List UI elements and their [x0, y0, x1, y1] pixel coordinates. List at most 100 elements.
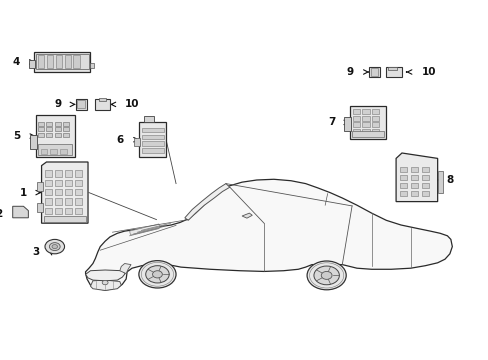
Bar — [95, 99, 110, 110]
Polygon shape — [13, 206, 28, 218]
Bar — [55, 122, 61, 126]
Bar — [421, 175, 428, 180]
Bar — [34, 52, 90, 72]
Bar — [75, 208, 81, 214]
Bar — [45, 180, 52, 186]
Bar — [38, 144, 72, 155]
Bar — [64, 55, 71, 68]
Circle shape — [152, 271, 162, 278]
Bar — [50, 149, 57, 154]
Bar — [410, 191, 417, 196]
Bar — [362, 122, 369, 127]
Polygon shape — [120, 264, 131, 274]
Bar — [46, 122, 52, 126]
Bar — [399, 175, 407, 180]
Text: 6: 6 — [116, 135, 123, 145]
Bar — [386, 67, 401, 77]
Bar — [362, 116, 369, 121]
Bar — [142, 141, 163, 146]
Bar — [55, 180, 62, 186]
Bar — [38, 55, 44, 68]
Bar — [63, 133, 69, 137]
Bar — [55, 208, 62, 214]
Circle shape — [102, 280, 108, 285]
Circle shape — [313, 266, 339, 285]
Bar — [351, 131, 383, 137]
Bar — [370, 68, 378, 76]
Bar — [65, 208, 72, 214]
Bar — [45, 198, 52, 205]
Bar — [37, 182, 42, 191]
Bar — [362, 109, 369, 114]
Circle shape — [139, 261, 176, 288]
Bar — [410, 167, 417, 172]
Bar — [63, 127, 69, 131]
Bar — [421, 183, 428, 188]
Bar — [410, 175, 417, 180]
Bar — [362, 129, 369, 134]
Text: 5: 5 — [13, 131, 20, 141]
Bar — [352, 116, 359, 121]
Bar — [142, 148, 163, 153]
Bar — [65, 180, 72, 186]
Circle shape — [145, 266, 169, 283]
Text: 10: 10 — [421, 67, 435, 77]
Bar — [421, 167, 428, 172]
Bar — [142, 128, 163, 132]
Circle shape — [52, 244, 58, 249]
Bar — [46, 127, 52, 131]
Bar — [55, 133, 61, 137]
Bar — [399, 167, 407, 172]
Bar — [90, 63, 94, 68]
Bar — [139, 122, 166, 157]
Bar — [99, 98, 106, 101]
Bar — [75, 189, 81, 195]
Bar — [30, 135, 37, 149]
Bar — [352, 122, 359, 127]
Bar — [349, 106, 386, 139]
Bar — [44, 216, 85, 222]
Bar — [55, 189, 62, 195]
Bar — [75, 170, 81, 177]
Polygon shape — [395, 153, 437, 202]
Bar — [352, 109, 359, 114]
Bar — [47, 55, 53, 68]
Text: 8: 8 — [445, 175, 452, 185]
Polygon shape — [41, 162, 88, 223]
Bar — [134, 138, 140, 146]
Polygon shape — [85, 270, 125, 281]
Bar — [41, 149, 47, 154]
Bar — [38, 122, 44, 126]
Bar — [368, 67, 379, 77]
Bar — [37, 203, 42, 212]
Bar — [38, 133, 44, 137]
Bar — [73, 55, 80, 68]
Bar — [63, 122, 69, 126]
Bar — [371, 122, 379, 127]
Bar — [60, 149, 66, 154]
Bar — [76, 99, 86, 110]
Bar — [45, 170, 52, 177]
Bar — [421, 191, 428, 196]
Bar — [437, 171, 442, 193]
Circle shape — [321, 271, 331, 279]
Bar — [46, 133, 52, 137]
Bar — [144, 116, 154, 122]
Text: 9: 9 — [346, 67, 353, 77]
Text: 9: 9 — [55, 99, 62, 109]
Text: 2: 2 — [0, 209, 2, 219]
Bar — [38, 127, 44, 131]
Bar — [399, 183, 407, 188]
Polygon shape — [184, 184, 229, 220]
Bar — [29, 60, 35, 68]
Text: 10: 10 — [124, 99, 139, 109]
Polygon shape — [90, 280, 121, 291]
Bar — [371, 116, 379, 121]
Bar — [45, 208, 52, 214]
Bar — [371, 109, 379, 114]
Text: 7: 7 — [327, 117, 335, 127]
Circle shape — [49, 243, 60, 251]
Polygon shape — [129, 224, 160, 235]
Bar — [36, 115, 75, 157]
Bar — [75, 180, 81, 186]
